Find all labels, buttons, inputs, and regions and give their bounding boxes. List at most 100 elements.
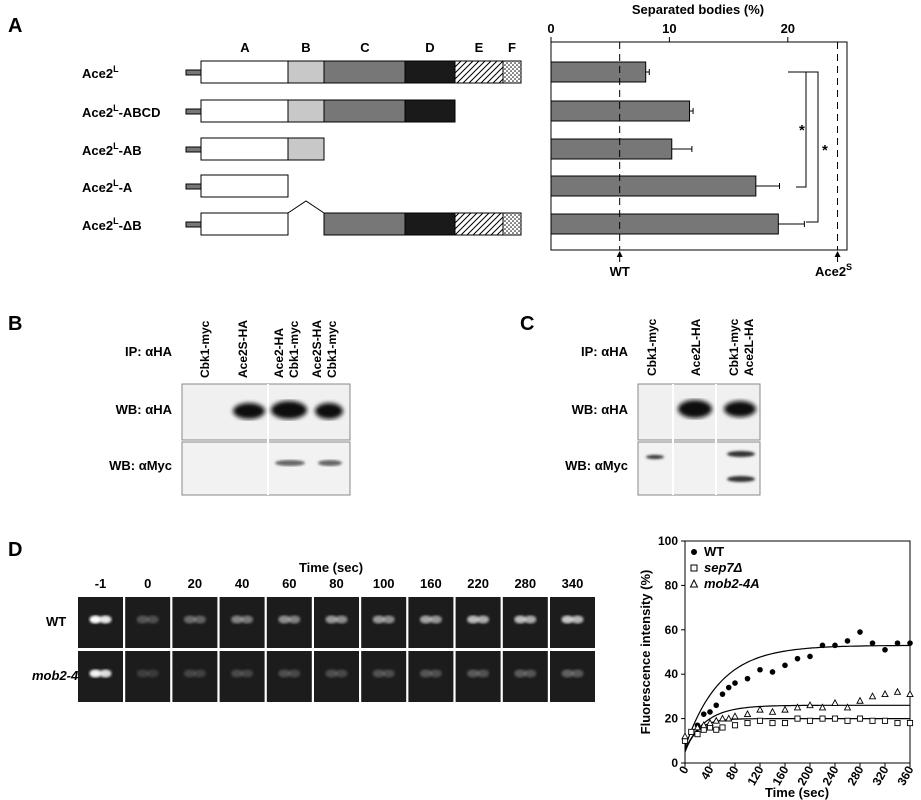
microscopy-frame bbox=[172, 651, 218, 702]
separated-bodies-chart: Separated bodies (%) 0 10 20 * * WT Ace2S bbox=[547, 2, 852, 279]
data-point bbox=[719, 724, 726, 731]
x-tick-label: 0 bbox=[547, 21, 554, 36]
y-tick-label: 20 bbox=[665, 712, 679, 726]
data-point bbox=[769, 719, 776, 727]
reference-arrowhead bbox=[834, 251, 841, 257]
data-point bbox=[712, 716, 721, 724]
legend-marker bbox=[691, 549, 697, 555]
x-tick-label: 280 bbox=[844, 763, 866, 788]
construct-bar bbox=[185, 137, 325, 161]
time-label: 280 bbox=[514, 576, 536, 591]
data-point bbox=[688, 728, 695, 735]
legend-marker bbox=[690, 564, 698, 572]
significance-star: * bbox=[799, 122, 805, 139]
construct-label: Ace2L-ABCD bbox=[82, 103, 160, 120]
lane-label: Ace2L-HA bbox=[689, 318, 703, 376]
data-point bbox=[857, 629, 863, 635]
time-label: 340 bbox=[562, 576, 584, 591]
construct-bar bbox=[185, 99, 456, 123]
time-label: 100 bbox=[373, 576, 395, 591]
bar bbox=[550, 100, 691, 122]
time-label: 160 bbox=[420, 576, 442, 591]
x-tick-label: 0 bbox=[676, 763, 692, 776]
data-point bbox=[681, 732, 689, 740]
lane-label: Cbk1-myc bbox=[325, 320, 339, 378]
domain-label-f: F bbox=[508, 40, 516, 55]
wb-ha-label: WB: αHA bbox=[572, 402, 629, 417]
microscopy-frame bbox=[314, 597, 359, 648]
bar bbox=[550, 175, 757, 197]
lane-label: Cbk1-myc bbox=[287, 320, 301, 378]
microscopy-frame bbox=[455, 597, 501, 648]
data-point bbox=[869, 717, 876, 724]
microscopy-frame bbox=[125, 651, 171, 702]
domain-label-a: A bbox=[240, 40, 250, 55]
microscopy-frame bbox=[361, 651, 407, 702]
data-point bbox=[806, 701, 814, 709]
data-point bbox=[693, 723, 702, 731]
wb-myc-label: WB: αMyc bbox=[109, 458, 172, 473]
lane-label: Cbk1-myc bbox=[727, 318, 741, 376]
data-point bbox=[881, 717, 889, 724]
data-point bbox=[882, 646, 888, 653]
microscopy-frame bbox=[550, 597, 595, 648]
microscopy-frame bbox=[266, 597, 312, 648]
data-point bbox=[856, 715, 864, 722]
x-tick-label: 360 bbox=[894, 763, 916, 788]
data-point bbox=[713, 726, 720, 733]
microscopy-frame bbox=[314, 651, 359, 702]
data-point bbox=[843, 703, 852, 711]
panel-label-d: D bbox=[8, 539, 22, 561]
data-point bbox=[807, 653, 813, 660]
bar bbox=[550, 138, 673, 160]
x-tick-label: 80 bbox=[723, 763, 742, 782]
microscopy-frame bbox=[502, 597, 548, 648]
y-tick-label: 100 bbox=[658, 534, 678, 548]
timelapse-images: Time (sec) -1 0 20 40 60 80 100 160 220 280 340 WT… bbox=[32, 560, 595, 702]
x-tick-label: 320 bbox=[869, 763, 891, 788]
data-point bbox=[818, 703, 827, 711]
data-point bbox=[856, 696, 864, 704]
data-point bbox=[906, 690, 914, 698]
domain-label-e: E bbox=[475, 40, 484, 55]
microscopy-frame bbox=[550, 651, 595, 702]
x-tick-label: 10 bbox=[662, 21, 676, 36]
data-point bbox=[769, 669, 776, 675]
bar bbox=[550, 213, 779, 235]
microscopy-frame bbox=[408, 597, 454, 648]
ip-label: IP: αHA bbox=[125, 344, 173, 359]
data-point bbox=[906, 719, 914, 727]
construct-label: Ace2L-A bbox=[82, 178, 133, 195]
microscopy-frame bbox=[502, 651, 548, 702]
microscopy-frame bbox=[361, 597, 407, 648]
data-point bbox=[831, 715, 839, 722]
data-point bbox=[756, 717, 764, 724]
y-tick-label: 40 bbox=[665, 667, 679, 681]
lane-label: Ace2S-HA bbox=[310, 320, 324, 378]
data-point bbox=[844, 717, 851, 724]
data-point bbox=[819, 715, 826, 722]
microscopy-frame bbox=[125, 597, 171, 648]
data-point bbox=[768, 707, 777, 715]
microscopy-frame bbox=[219, 651, 265, 702]
construct-label: Ace2L-AB bbox=[82, 141, 142, 158]
time-label: 40 bbox=[235, 576, 249, 591]
data-point bbox=[706, 718, 714, 726]
data-point bbox=[831, 698, 839, 706]
lane-label: Ace2S-HA bbox=[236, 320, 250, 378]
data-point bbox=[793, 703, 802, 711]
wb-myc-label: WB: αMyc bbox=[565, 458, 628, 473]
row-label-mob2-4a: mob2-4A bbox=[32, 668, 88, 683]
data-point bbox=[756, 705, 764, 713]
time-label: 80 bbox=[329, 576, 343, 591]
construct-label: Ace2L bbox=[82, 64, 119, 81]
data-point bbox=[781, 719, 789, 727]
y-tick-label: 0 bbox=[671, 756, 678, 770]
data-point bbox=[794, 715, 801, 722]
legend-label: WT bbox=[704, 544, 724, 559]
construct-bar bbox=[185, 60, 522, 84]
microscopy-frame bbox=[455, 651, 501, 702]
time-title: Time (sec) bbox=[299, 560, 363, 575]
